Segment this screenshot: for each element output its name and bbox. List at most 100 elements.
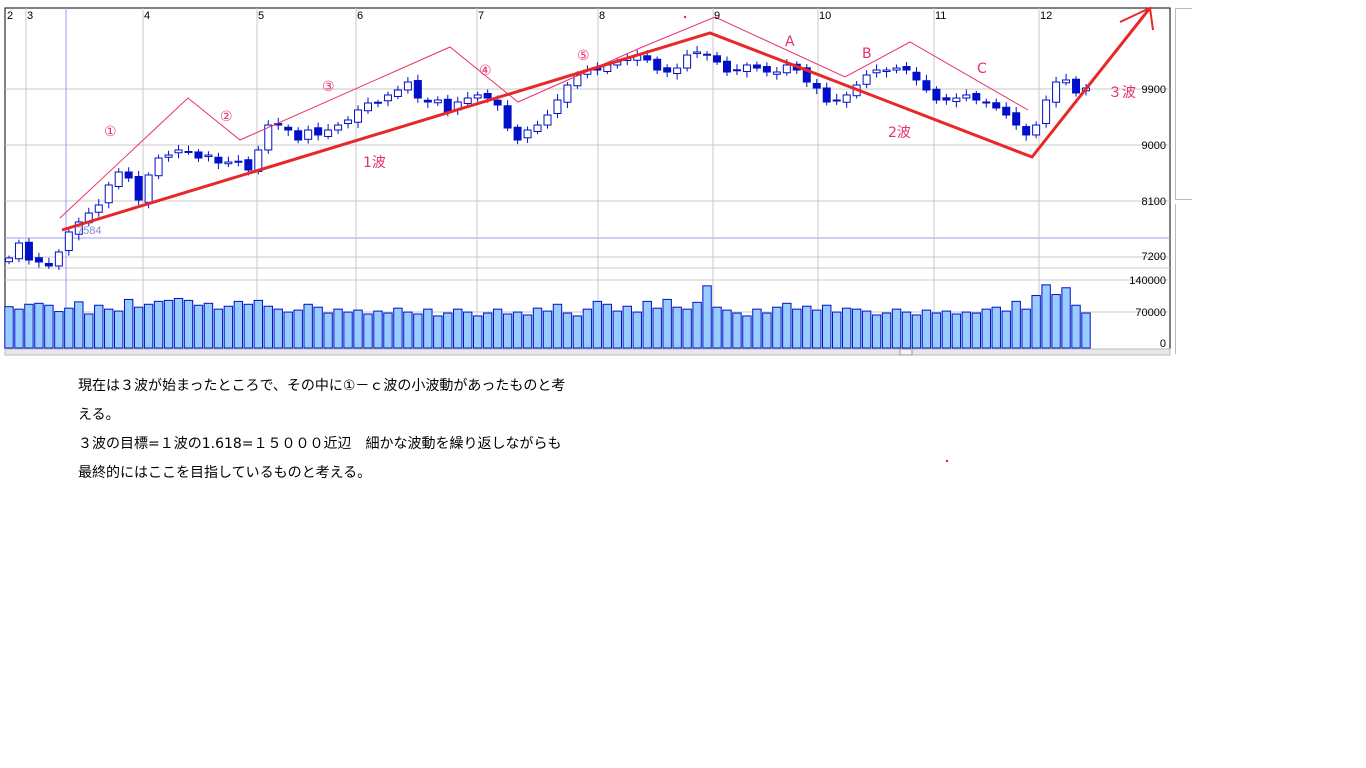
x-tick: 11 — [935, 10, 946, 22]
volume-bar — [981, 308, 991, 349]
x-tick: 10 — [819, 10, 831, 22]
volume-bar — [133, 306, 144, 349]
wave-label-5: ⑤ — [577, 48, 590, 64]
candle — [982, 101, 991, 104]
volume-bars — [4, 284, 1091, 349]
candle — [294, 130, 303, 141]
volume-bar — [712, 306, 722, 349]
volume-bar — [522, 314, 533, 349]
candle — [144, 174, 153, 203]
wave-label-c: C — [977, 61, 987, 77]
candle — [762, 66, 771, 73]
wave-label-main-2: 2波 — [888, 125, 911, 141]
volume-bar — [463, 311, 473, 349]
candle — [184, 150, 193, 153]
candle — [653, 58, 662, 71]
candle — [952, 97, 961, 103]
candle — [1002, 106, 1011, 116]
candle — [104, 184, 113, 204]
candle — [403, 81, 412, 91]
volume-bar — [692, 301, 702, 349]
volume-bar — [592, 300, 603, 349]
volume-bar — [1041, 284, 1051, 349]
candle — [354, 109, 363, 123]
x-tick: 9 — [714, 10, 720, 22]
candle — [44, 262, 53, 267]
y-tick: 9000 — [1142, 140, 1166, 152]
volume-bar — [283, 311, 293, 349]
volume-bar — [443, 312, 453, 349]
volume-bar — [512, 311, 523, 349]
volume-bar — [722, 309, 732, 349]
volume-bar — [453, 308, 463, 349]
wave-label-a: A — [785, 34, 795, 50]
candle — [812, 83, 821, 89]
side-panel-lower — [1175, 204, 1192, 354]
volume-bar — [542, 310, 553, 349]
x-tick: 5 — [258, 10, 264, 22]
volume-bar — [433, 315, 443, 349]
volume-bar — [173, 297, 184, 349]
volume-bar — [14, 308, 24, 349]
volume-bar — [492, 308, 503, 349]
candle — [14, 242, 23, 260]
volume-bar — [123, 298, 134, 349]
candle — [513, 126, 522, 141]
volume-bar — [104, 308, 114, 349]
candle — [373, 101, 382, 104]
volume-bar — [413, 313, 423, 349]
wave-label-3: ③ — [322, 79, 335, 95]
volume-bar — [812, 309, 822, 349]
volume-bar — [851, 308, 862, 349]
candle — [1042, 99, 1051, 125]
candle — [772, 71, 781, 75]
volume-bar — [423, 308, 433, 349]
candle — [972, 92, 981, 101]
note-line: ３波の目標=１波の1.618=１５０００近辺 細かな波動を繰り返しながらも — [78, 436, 562, 452]
volume-bar — [113, 310, 124, 349]
candle — [752, 64, 761, 69]
candle — [5, 257, 13, 263]
candle — [34, 257, 43, 263]
candle — [194, 151, 203, 159]
candle — [942, 97, 951, 101]
volume-bar — [84, 313, 94, 349]
volume-bar — [752, 308, 762, 349]
labels: 2 3 4 5 6 7 8 9 10 11 12 8100 9000 9900 … — [7, 10, 1166, 350]
candle — [723, 60, 731, 73]
volume-bar — [4, 306, 14, 349]
grid — [4, 7, 1171, 356]
candle — [214, 156, 223, 164]
volume-bar — [891, 308, 902, 349]
candle — [114, 171, 123, 188]
volume-bar — [293, 309, 303, 349]
volume-bar — [961, 311, 972, 349]
volume-bar — [253, 299, 264, 349]
volume-bar — [662, 298, 672, 349]
main-wave-line — [61, 7, 1152, 232]
scrollbar-thumb — [899, 348, 913, 356]
candle — [742, 64, 751, 73]
candle — [693, 51, 702, 55]
volume-bar — [24, 303, 34, 349]
candle — [463, 97, 472, 104]
candle — [174, 149, 183, 154]
volume-bar — [1051, 294, 1061, 349]
candle — [1012, 112, 1021, 126]
volume-bar — [911, 314, 922, 349]
candle — [423, 99, 432, 103]
volume-bar — [732, 312, 742, 349]
candle — [473, 94, 482, 99]
candle — [992, 102, 1001, 109]
volume-bar — [373, 310, 383, 349]
marker-label: 7584 — [77, 225, 101, 237]
dot-mark — [683, 15, 687, 19]
wave-label-2: ② — [220, 109, 233, 125]
volume-bar — [502, 313, 513, 349]
volume-bar — [153, 300, 164, 349]
candle — [483, 92, 492, 99]
volume-bar — [991, 306, 1001, 349]
candle — [314, 127, 323, 136]
volume-bar — [263, 305, 273, 349]
volume-bar — [1081, 312, 1091, 349]
